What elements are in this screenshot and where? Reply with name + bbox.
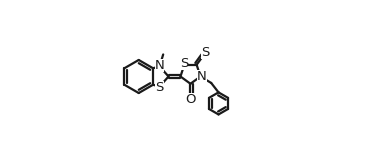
Text: N: N <box>197 70 206 83</box>
Text: N: N <box>155 59 164 72</box>
Text: S: S <box>155 81 164 94</box>
Text: O: O <box>185 93 196 106</box>
Text: S: S <box>201 46 210 59</box>
Text: S: S <box>180 57 188 70</box>
